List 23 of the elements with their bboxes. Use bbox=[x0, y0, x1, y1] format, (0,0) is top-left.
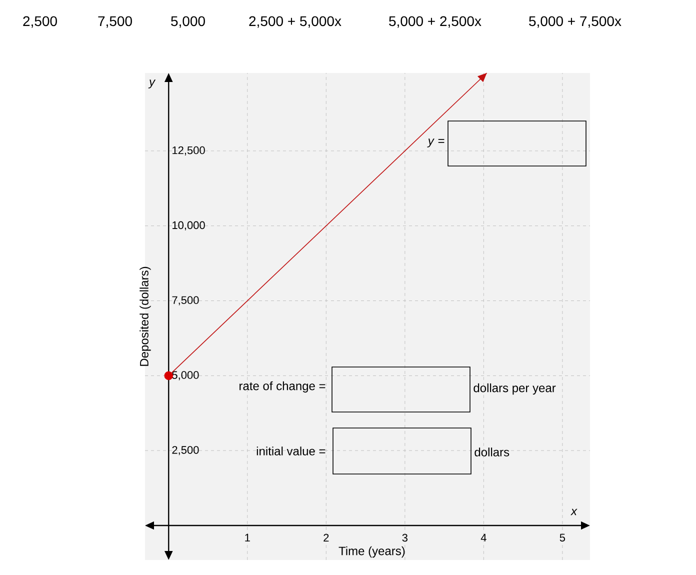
text: 2,500 + 5,000x bbox=[249, 16, 342, 28]
x-tick-label: 5 bbox=[560, 534, 566, 542]
annotation: dollars bbox=[474, 448, 510, 456]
annotation: y = bbox=[427, 138, 444, 148]
annotation: rate of change = bbox=[240, 381, 326, 393]
annotation: initial value = bbox=[256, 446, 326, 456]
y-axis-title: Deposited (dollars) bbox=[140, 266, 151, 366]
text: 5,000 + 2,500x bbox=[389, 16, 482, 28]
annotation: dollars per year bbox=[474, 383, 556, 395]
x-axis-title: Time (years) bbox=[338, 546, 405, 558]
text: 5,000 + 7,500x bbox=[529, 16, 622, 28]
annotation: y bbox=[148, 80, 156, 88]
x-tick-label: 1 bbox=[245, 534, 250, 542]
y-tick-label: 12,500 bbox=[172, 146, 205, 156]
annotation: x bbox=[570, 508, 578, 516]
y-tick-label: 2,500 bbox=[172, 446, 199, 456]
y-tick-label: 10,000 bbox=[172, 221, 205, 230]
x-tick-label: 3 bbox=[402, 534, 408, 542]
x-tick-label: 2 bbox=[324, 534, 329, 542]
x-tick-label: 4 bbox=[480, 534, 486, 542]
text: 7,500 bbox=[98, 16, 132, 28]
text: 2,500 bbox=[23, 16, 57, 28]
y-tick-label: 7,500 bbox=[172, 296, 199, 306]
